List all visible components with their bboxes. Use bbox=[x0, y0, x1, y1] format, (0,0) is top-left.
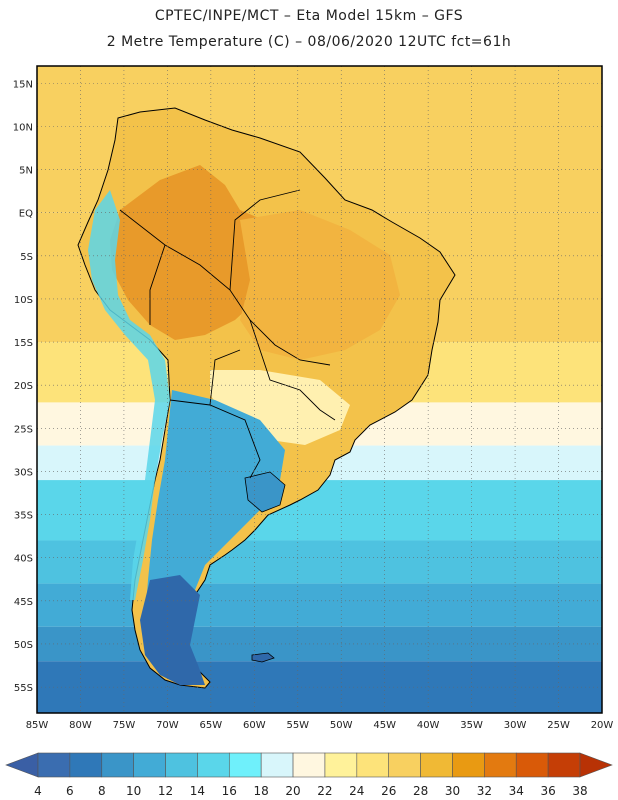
latitude-label: EQ bbox=[19, 209, 33, 220]
colorbar-level-label: 18 bbox=[254, 784, 269, 798]
colorbar-swatch bbox=[133, 752, 166, 778]
colorbar-swatch bbox=[388, 752, 421, 778]
latitude-label: 25S bbox=[14, 424, 33, 435]
andes-ridge bbox=[88, 190, 170, 600]
longitude-label: 40W bbox=[417, 720, 440, 731]
longitude-label: 50W bbox=[330, 720, 353, 731]
colorbar-swatch bbox=[228, 752, 262, 778]
colorbar-level-label: 4 bbox=[34, 784, 42, 798]
colorbar-swatch bbox=[420, 752, 453, 778]
colorbar-level-label: 38 bbox=[572, 784, 587, 798]
temperature-band bbox=[37, 583, 602, 627]
longitude-labels: 85W 80W 75W 70W 65W 60W 55W 50W 45W 40W 35W 30W 25W 2… bbox=[26, 720, 614, 731]
longitude-label: 30W bbox=[504, 720, 527, 731]
colorbar-swatch bbox=[197, 752, 230, 778]
colorbar-swatch bbox=[547, 752, 581, 778]
temperature-map: 15N 10N 5N EQ 5S 10S 15S 20S 25S 30S 35S 40S 45S 50S 5… bbox=[13, 65, 614, 731]
longitude-label: 75W bbox=[113, 720, 136, 731]
latitude-label: 30S bbox=[14, 467, 33, 478]
latitude-label: 5S bbox=[20, 252, 33, 263]
colorbar-level-label: 16 bbox=[222, 784, 237, 798]
colorbar-level-label: 28 bbox=[413, 784, 428, 798]
longitude-label: 65W bbox=[200, 720, 223, 731]
longitude-label: 35W bbox=[460, 720, 483, 731]
colorbar-swatch bbox=[165, 752, 198, 778]
colorbar-swatch bbox=[292, 752, 326, 778]
longitude-label: 70W bbox=[156, 720, 179, 731]
latitude-label: 10S bbox=[14, 295, 33, 306]
longitude-label: 25W bbox=[547, 720, 570, 731]
colorbar-level-label: 24 bbox=[349, 784, 364, 798]
colorbar-swatch bbox=[69, 752, 103, 778]
colorbar-swatch bbox=[37, 752, 71, 778]
central-brazil bbox=[240, 210, 400, 360]
patagonia bbox=[140, 575, 205, 685]
colorbar-level-label: 14 bbox=[190, 784, 205, 798]
country-borders bbox=[119, 189, 336, 479]
uruguay bbox=[244, 471, 286, 513]
temperature-band bbox=[37, 480, 602, 541]
longitude-label: 80W bbox=[69, 720, 92, 731]
latitude-label: 50S bbox=[14, 640, 33, 651]
latitude-label: 20S bbox=[14, 381, 33, 392]
colorbar-level-label: 20 bbox=[285, 784, 300, 798]
colorbar-level-label: 22 bbox=[317, 784, 332, 798]
latitude-label: 55S bbox=[14, 683, 33, 694]
latitude-label: 45S bbox=[14, 597, 33, 608]
longitude-label: 85W bbox=[26, 720, 49, 731]
colorbar-level-label: 36 bbox=[540, 784, 555, 798]
latitude-label: 35S bbox=[14, 511, 33, 522]
temperature-band bbox=[37, 661, 602, 713]
colorbar-swatch bbox=[452, 752, 485, 778]
map-title-line1: CPTEC/INPE/MCT – Eta Model 15km – GFS bbox=[154, 8, 464, 24]
colorbar-level-label: 34 bbox=[509, 784, 524, 798]
latitude-label: 15N bbox=[13, 79, 33, 90]
temperature-band bbox=[37, 540, 602, 584]
latitude-label: 10N bbox=[13, 122, 33, 133]
latitude-label: 5N bbox=[19, 166, 33, 177]
colorbar-level-label: 26 bbox=[381, 784, 396, 798]
colorbar-level-label: 32 bbox=[477, 784, 492, 798]
map-title-line2: 2 Metre Temperature (C) – 08/06/2020 12U… bbox=[106, 34, 512, 50]
colorbar-swatch bbox=[101, 752, 134, 778]
falkland-islands bbox=[251, 652, 275, 663]
temperature-band bbox=[37, 626, 602, 662]
colorbar-level-label: 8 bbox=[98, 784, 106, 798]
colorbar-swatch bbox=[484, 752, 517, 778]
colorbar-over-arrow bbox=[579, 752, 613, 778]
latitude-label: 40S bbox=[14, 554, 33, 565]
colorbar-swatch bbox=[515, 752, 549, 778]
colorbar-level-label: 30 bbox=[445, 784, 460, 798]
colorbar-level-label: 6 bbox=[66, 784, 74, 798]
colorbar-swatch bbox=[324, 752, 358, 778]
latitude-labels: 15N 10N 5N EQ 5S 10S 15S 20S 25S 30S 35S 40S 45S 50S 5… bbox=[13, 79, 33, 694]
colorbar-swatch bbox=[356, 752, 390, 778]
temperature-colorbar: 4 6 8 10 12 14 16 18 20 22 24 26 28 30 32 34 36 38 bbox=[5, 752, 613, 798]
longitude-label: 55W bbox=[286, 720, 309, 731]
latitude-label: 15S bbox=[14, 338, 33, 349]
longitude-label: 60W bbox=[243, 720, 266, 731]
colorbar-under-arrow bbox=[5, 752, 39, 778]
land-temperature bbox=[77, 107, 456, 689]
longitude-label: 20W bbox=[591, 720, 614, 731]
colorbar-level-label: 12 bbox=[158, 784, 173, 798]
colorbar-level-label: 10 bbox=[126, 784, 141, 798]
longitude-label: 45W bbox=[373, 720, 396, 731]
colorbar-swatch bbox=[260, 752, 294, 778]
map-frame bbox=[36, 65, 603, 714]
